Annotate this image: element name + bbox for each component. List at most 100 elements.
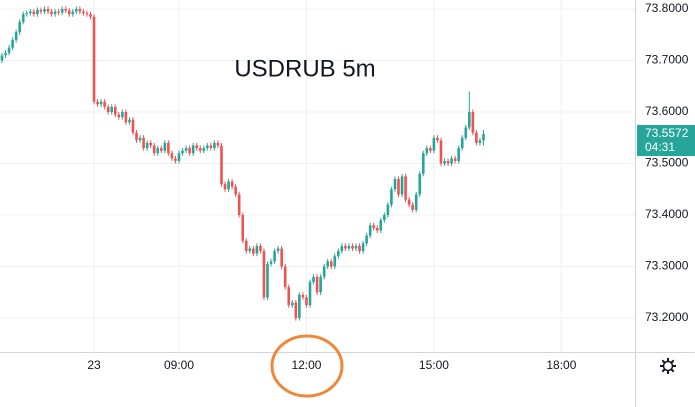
candle-body	[280, 248, 283, 267]
candle-body	[397, 178, 400, 195]
candle-body	[393, 178, 397, 190]
candle-body	[347, 245, 351, 249]
highlight-circle	[270, 334, 344, 398]
x-tick-label: 09:00	[164, 358, 194, 372]
candle-body	[152, 145, 156, 154]
candle-body	[110, 106, 114, 113]
candle-body	[230, 181, 234, 187]
candle-body	[450, 158, 453, 164]
candle-body	[195, 145, 199, 149]
candle-body	[468, 112, 471, 128]
candle-body	[64, 9, 68, 11]
candle-body	[128, 119, 131, 123]
candle-body	[312, 276, 315, 282]
candle-body	[443, 160, 446, 164]
candle-body	[213, 142, 216, 149]
candle-body	[170, 153, 174, 159]
candle-body	[7, 47, 11, 53]
candle-body	[53, 11, 57, 15]
candle-body	[464, 127, 468, 138]
candle-body	[227, 181, 230, 190]
x-tick-label: 15:00	[419, 358, 449, 372]
candle-body	[106, 106, 110, 113]
candle-body	[319, 276, 322, 293]
candle-body	[202, 148, 206, 151]
candle-body	[407, 199, 411, 205]
candle-body	[386, 204, 390, 216]
candle-body	[372, 225, 376, 228]
candle-body	[89, 14, 92, 17]
candle-body	[418, 173, 422, 195]
candle-body	[209, 145, 213, 149]
candle-body	[25, 13, 29, 15]
candle-body	[259, 245, 262, 252]
candle-body	[11, 39, 14, 48]
candle-body	[121, 112, 124, 118]
candle-body	[18, 21, 21, 33]
candle-body	[421, 153, 425, 174]
settings-icon[interactable]	[660, 358, 676, 374]
candle-body	[294, 302, 298, 319]
candle-body	[475, 132, 478, 143]
candle-body	[181, 150, 184, 154]
candle-body	[273, 251, 276, 262]
candle-body	[99, 101, 103, 105]
candle-body	[390, 189, 393, 205]
x-tick-label: 23	[87, 358, 101, 372]
candle-body	[471, 112, 475, 133]
candle-body	[78, 9, 82, 12]
candle-body	[0, 55, 4, 61]
candle-body	[276, 248, 280, 252]
candle-body	[337, 251, 340, 257]
candle-body	[138, 137, 142, 141]
candle-body	[113, 106, 117, 115]
candle-body	[460, 137, 464, 149]
last-price-box	[637, 125, 695, 157]
x-tick-label: 12:00	[291, 358, 321, 372]
candle-body	[255, 245, 259, 254]
candle-body	[375, 227, 379, 231]
candle-body	[75, 9, 78, 12]
candle-body	[290, 302, 294, 306]
candle-body	[429, 148, 432, 151]
candle-body	[198, 148, 202, 151]
candle-body	[248, 248, 252, 252]
candle-body	[252, 248, 255, 254]
candle-body	[39, 10, 43, 12]
candle-body	[57, 11, 60, 13]
candle-body	[46, 9, 50, 12]
candle-body	[436, 137, 439, 141]
candle-body	[36, 10, 39, 15]
candle-body	[344, 245, 347, 249]
candle-body	[368, 225, 372, 236]
candle-body	[21, 14, 25, 22]
candle-body	[29, 11, 32, 14]
candle-body	[167, 142, 170, 154]
candles	[0, 6, 485, 321]
candle-body	[333, 256, 337, 267]
candle-body	[439, 140, 443, 164]
candle-body	[262, 251, 266, 298]
candle-body	[308, 281, 312, 306]
candle-body	[329, 261, 333, 267]
x-tick-label: 18:00	[546, 358, 576, 372]
candle-body	[340, 245, 344, 252]
candle-body	[400, 176, 404, 195]
candle-body	[50, 11, 53, 15]
candle-body	[425, 148, 429, 154]
last-price-label: 73.5572	[645, 126, 689, 140]
y-tick-label: 73.7000	[645, 53, 689, 67]
candle-body	[135, 132, 138, 141]
candle-body	[379, 220, 383, 231]
candle-body	[220, 145, 223, 185]
candle-body	[43, 9, 46, 12]
candle-body	[269, 261, 273, 264]
y-tick-label: 73.3000	[645, 259, 689, 273]
candle-body	[163, 142, 167, 151]
y-tick-label: 73.2000	[645, 310, 689, 324]
candle-body	[237, 194, 241, 216]
y-tick-label: 73.5000	[645, 156, 689, 170]
candle-body	[82, 11, 85, 14]
candle-body	[149, 142, 152, 146]
chart-title: USDRUB 5m	[234, 55, 375, 82]
